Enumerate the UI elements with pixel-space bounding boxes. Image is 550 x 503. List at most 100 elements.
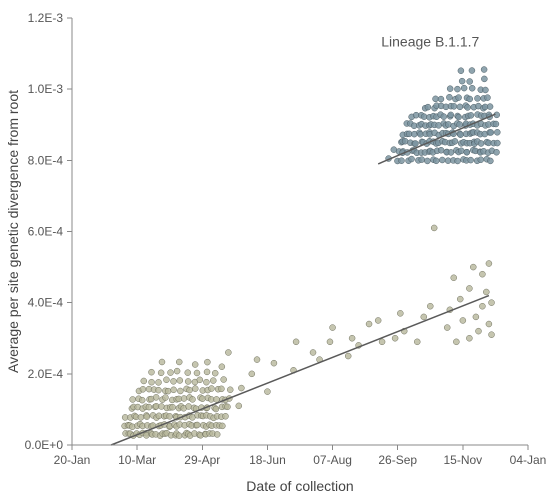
data-point (399, 158, 405, 164)
data-point (469, 85, 475, 91)
data-point (417, 131, 423, 137)
data-point (424, 158, 430, 164)
data-point (130, 396, 136, 402)
data-point (431, 225, 437, 231)
data-point (158, 403, 164, 409)
data-point (177, 388, 183, 394)
data-point (493, 121, 499, 127)
data-point (478, 140, 484, 146)
data-point (468, 157, 474, 163)
data-point (453, 339, 459, 345)
divergence-chart: 20-Jan10-Mar29-Apr18-Jun07-Aug26-Sep15-N… (0, 0, 550, 503)
data-point (484, 95, 490, 101)
data-point (482, 87, 488, 93)
data-point (345, 353, 351, 359)
y-axis-label: Average per site genetic divergence from… (5, 90, 21, 373)
data-point (467, 78, 473, 84)
data-point (327, 339, 333, 345)
data-point (452, 138, 458, 144)
data-point (439, 157, 445, 163)
data-point (488, 129, 494, 135)
data-point (204, 359, 210, 365)
data-point (204, 369, 210, 375)
plot-bg (0, 0, 550, 503)
data-point (433, 96, 439, 102)
data-point (176, 359, 182, 365)
data-point (421, 314, 427, 320)
data-point (140, 386, 146, 392)
data-point (186, 403, 192, 409)
y-tick-label: 2.0E-4 (28, 367, 64, 381)
data-point (185, 370, 191, 376)
y-tick-label: 1.0E-3 (28, 82, 64, 96)
data-point (448, 149, 454, 155)
data-point (170, 404, 176, 410)
data-point (214, 396, 220, 402)
data-point (460, 317, 466, 323)
y-tick-label: 8.0E-4 (28, 153, 64, 167)
data-point (170, 378, 176, 384)
data-point (138, 414, 144, 420)
data-point (458, 148, 464, 154)
data-point (194, 422, 200, 428)
data-point (451, 275, 457, 281)
data-point (494, 140, 500, 146)
data-point (167, 413, 173, 419)
data-point (409, 156, 415, 162)
x-tick-label: 10-Mar (118, 453, 156, 467)
data-point (425, 104, 431, 110)
data-point (451, 103, 457, 109)
data-point (448, 112, 454, 118)
data-point (264, 389, 270, 395)
data-point (487, 158, 493, 164)
data-point (197, 377, 203, 383)
data-point (271, 360, 277, 366)
x-tick-label: 07-Aug (313, 453, 352, 467)
data-point (469, 68, 475, 74)
data-point (174, 368, 180, 374)
data-point (457, 296, 463, 302)
data-point (225, 349, 231, 355)
data-point (219, 364, 225, 370)
data-point (218, 386, 224, 392)
data-point (456, 95, 462, 101)
data-point (412, 141, 418, 147)
data-point (162, 395, 168, 401)
data-point (153, 394, 159, 400)
data-point (222, 413, 228, 419)
data-point (168, 370, 174, 376)
y-tick-label: 4.0E-4 (28, 296, 64, 310)
data-point (156, 379, 162, 385)
data-point (438, 147, 444, 153)
data-point (148, 369, 154, 375)
data-point (487, 104, 493, 110)
data-point (489, 300, 495, 306)
data-point (421, 114, 427, 120)
data-point (392, 335, 398, 341)
data-point (236, 403, 242, 409)
data-point (466, 335, 472, 341)
data-point (481, 76, 487, 82)
data-point (139, 397, 145, 403)
data-point (479, 303, 485, 309)
data-point (455, 158, 461, 164)
data-point (427, 303, 433, 309)
data-point (494, 149, 500, 155)
data-point (478, 157, 484, 163)
data-point (433, 158, 439, 164)
data-point (474, 95, 480, 101)
data-point (441, 114, 447, 120)
data-point (141, 378, 147, 384)
x-tick-label: 29-Apr (184, 453, 220, 467)
data-point (208, 386, 214, 392)
data-point (446, 94, 452, 100)
data-point (185, 378, 191, 384)
data-point (479, 271, 485, 277)
data-point (419, 157, 425, 163)
x-tick-label: 26-Sep (378, 453, 417, 467)
data-point (464, 149, 470, 155)
data-point (366, 321, 372, 327)
data-point (254, 357, 260, 363)
data-point (192, 362, 198, 368)
data-point (212, 370, 218, 376)
